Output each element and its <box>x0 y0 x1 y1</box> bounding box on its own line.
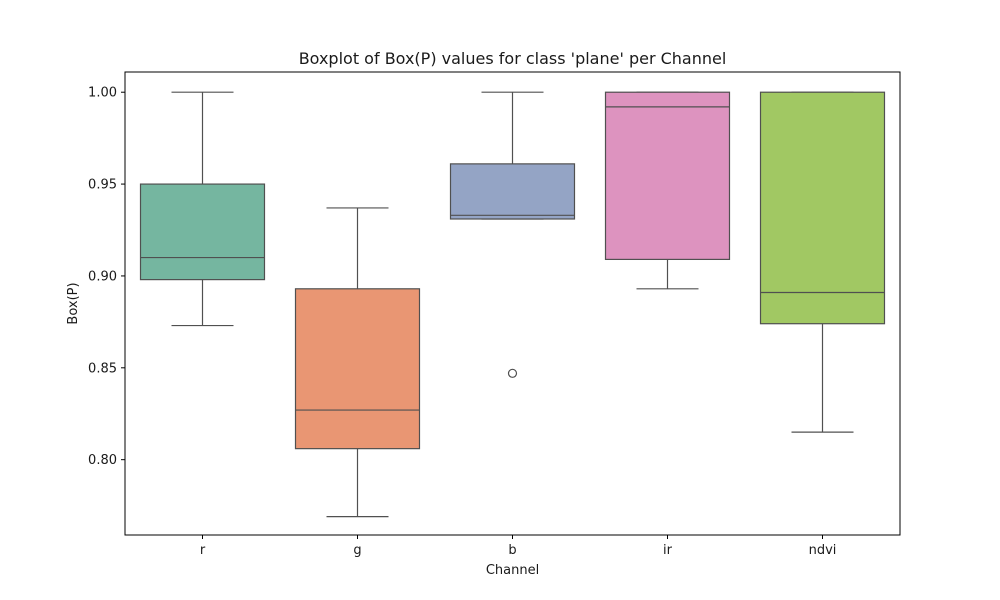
x-tick-label-b: b <box>508 543 516 558</box>
axes-layer: 0.80 0.85 0.90 0.95 1.00 r g b ir ndvi <box>88 71 901 558</box>
boxes-layer <box>139 91 886 518</box>
box-group-ir <box>604 91 731 290</box>
x-tick-label-ndvi: ndvi <box>809 543 837 558</box>
y-tick-label: 0.95 <box>88 178 117 193</box>
y-axis-label: Box(P) <box>66 282 81 324</box>
outlier-point <box>507 368 518 378</box>
x-tick-label-r: r <box>200 543 206 558</box>
y-tick-label: 1.00 <box>88 86 117 101</box>
box-group-ndvi <box>759 91 886 433</box>
box-iqr <box>294 288 421 450</box>
box-group-g <box>294 207 421 518</box>
y-tick-label: 0.80 <box>88 453 117 468</box>
box-iqr <box>139 183 266 281</box>
box-group-b <box>449 91 576 378</box>
box-group-r <box>139 91 266 327</box>
chart-title: Boxplot of Box(P) values for class 'plan… <box>299 49 727 68</box>
x-axis-label: Channel <box>486 563 539 578</box>
y-tick-label: 0.90 <box>88 269 117 284</box>
x-tick-label-ir: ir <box>663 543 673 558</box>
box-iqr <box>449 163 576 220</box>
x-tick-label-g: g <box>353 543 361 558</box>
y-tick-label: 0.85 <box>88 361 117 376</box>
box-iqr <box>759 91 886 325</box>
box-iqr <box>604 91 731 261</box>
